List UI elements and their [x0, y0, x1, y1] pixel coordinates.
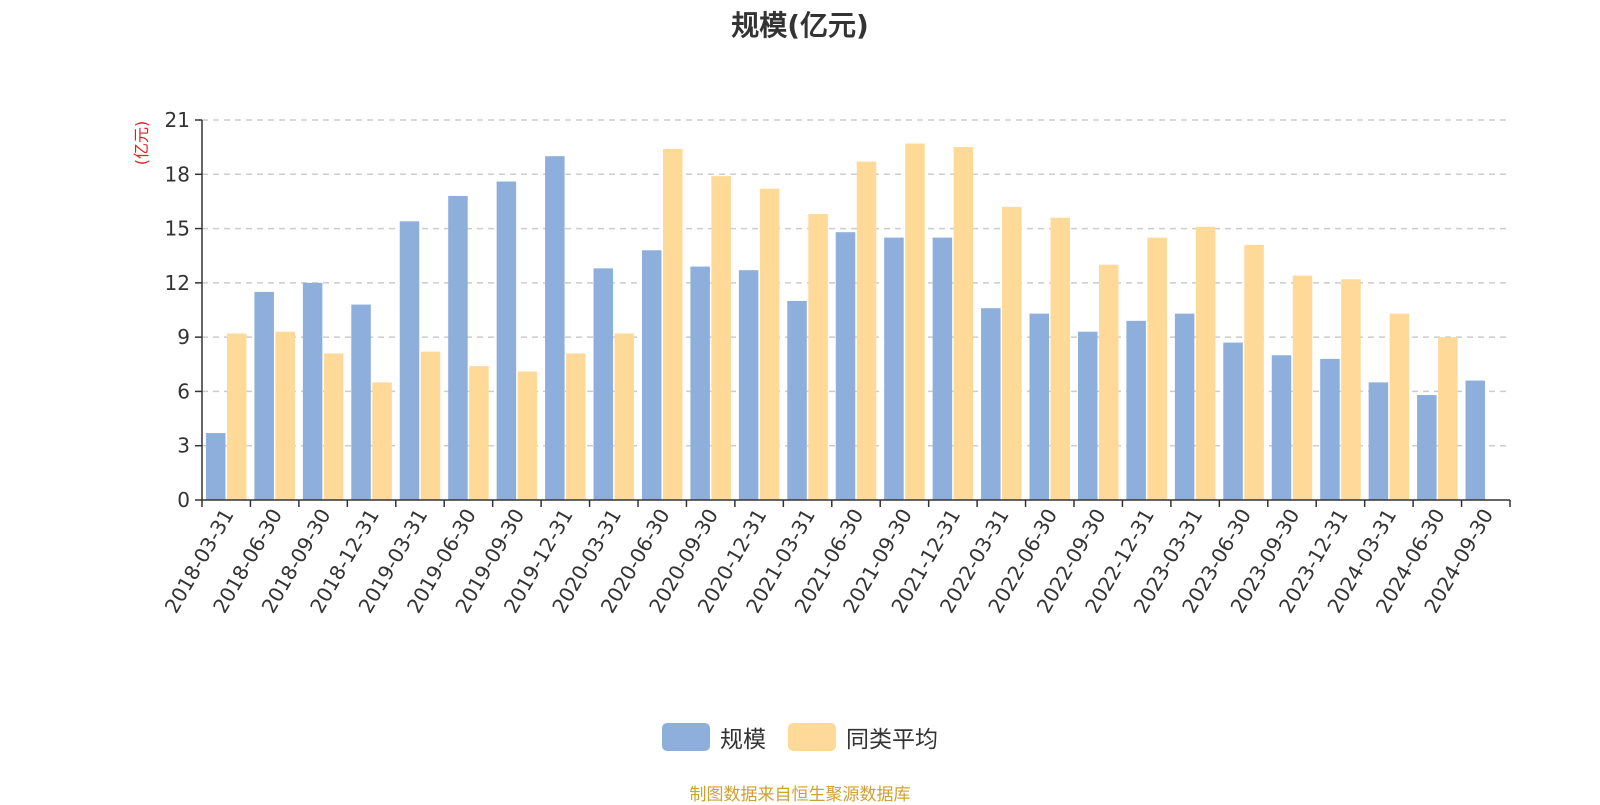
bar-scale[interactable]: [1368, 382, 1389, 500]
bar-scale[interactable]: [496, 181, 517, 500]
y-tick-label: 6: [177, 379, 190, 403]
bar-scale[interactable]: [690, 266, 710, 500]
bar-scale[interactable]: [1417, 395, 1437, 500]
bar-scale[interactable]: [593, 268, 614, 500]
bar-peer-average[interactable]: [905, 143, 925, 500]
bar-scale[interactable]: [1174, 313, 1195, 500]
bar-peer-average[interactable]: [372, 382, 392, 500]
bar-scale[interactable]: [981, 308, 1001, 500]
bar-scale[interactable]: [787, 300, 807, 500]
bar-peer-average[interactable]: [856, 161, 877, 500]
bar-scale[interactable]: [835, 232, 856, 500]
bar-peer-average[interactable]: [566, 353, 586, 500]
bar-scale[interactable]: [1320, 358, 1340, 500]
bar-scale[interactable]: [254, 291, 274, 500]
bar-peer-average[interactable]: [1050, 217, 1071, 500]
bar-scale[interactable]: [932, 237, 953, 500]
legend-swatch-scale: [662, 723, 710, 751]
bar-scale[interactable]: [1465, 380, 1486, 500]
bar-scale[interactable]: [205, 433, 226, 500]
source-note: 制图数据来自恒生聚源数据库: [689, 785, 911, 805]
bar-peer-average[interactable]: [759, 188, 780, 500]
bar-scale[interactable]: [545, 156, 565, 500]
y-tick-label: 15: [165, 217, 190, 241]
bar-peer-average[interactable]: [1195, 226, 1216, 500]
bar-scale[interactable]: [399, 221, 420, 501]
bar-peer-average[interactable]: [1341, 279, 1361, 500]
legend-label-peer-average: 同类平均: [846, 727, 938, 753]
bar-peer-average[interactable]: [1438, 337, 1458, 500]
bar-scale[interactable]: [302, 282, 323, 500]
legend-item-scale[interactable]: 规模: [662, 720, 766, 754]
y-tick-label: 0: [177, 488, 190, 512]
bar-peer-average[interactable]: [1002, 206, 1022, 500]
bar-peer-average[interactable]: [711, 176, 731, 500]
bar-peer-average[interactable]: [469, 366, 489, 500]
bar-scale[interactable]: [1271, 355, 1292, 500]
y-tick-label: 18: [165, 162, 190, 186]
bar-peer-average[interactable]: [1389, 313, 1410, 500]
bar-peer-average[interactable]: [517, 371, 538, 500]
bar-scale[interactable]: [351, 304, 371, 500]
bar-scale[interactable]: [1126, 320, 1146, 500]
chart-title: 规模(亿元): [731, 9, 869, 42]
bar-peer-average[interactable]: [226, 333, 247, 500]
y-axis-unit-label: (亿元): [132, 121, 151, 166]
bar-peer-average[interactable]: [323, 353, 344, 500]
y-tick-label: 12: [165, 271, 190, 295]
legend-label-scale: 规模: [720, 727, 766, 753]
bar-peer-average[interactable]: [1292, 275, 1313, 500]
bar-peer-average[interactable]: [808, 214, 828, 500]
bar-scale[interactable]: [738, 270, 759, 500]
bars: [205, 143, 1486, 501]
y-tick-label: 21: [165, 108, 190, 132]
bar-scale[interactable]: [448, 196, 468, 500]
bar-peer-average[interactable]: [1244, 244, 1264, 500]
bar-peer-average[interactable]: [275, 331, 295, 500]
bar-scale[interactable]: [1223, 342, 1243, 500]
bar-peer-average[interactable]: [614, 333, 635, 500]
legend-item-peer-average[interactable]: 同类平均: [788, 720, 938, 754]
bar-peer-average[interactable]: [662, 148, 683, 500]
legend-swatch-peer-average: [788, 723, 836, 751]
y-tick-label: 3: [177, 434, 190, 458]
bar-scale[interactable]: [884, 237, 904, 500]
grid-lines: [202, 119, 1510, 447]
bar-scale[interactable]: [641, 250, 662, 500]
legend: 规模 同类平均: [0, 720, 1600, 754]
bar-scale[interactable]: [1077, 331, 1098, 500]
bar-scale[interactable]: [1029, 313, 1050, 500]
bar-peer-average[interactable]: [1147, 237, 1167, 500]
bar-peer-average[interactable]: [953, 147, 974, 500]
y-tick-label: 9: [177, 325, 190, 349]
bar-peer-average[interactable]: [420, 351, 441, 500]
bar-peer-average[interactable]: [1098, 264, 1119, 500]
